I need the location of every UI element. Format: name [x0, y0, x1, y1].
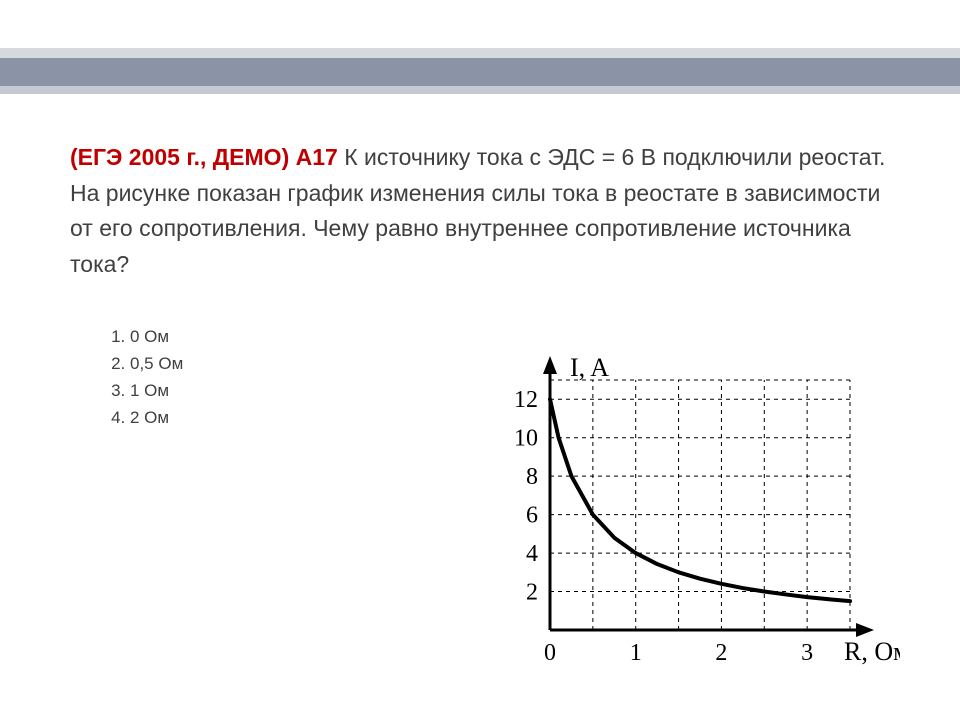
svg-text:1: 1	[630, 640, 642, 666]
svg-text:4: 4	[526, 541, 538, 567]
band-bottom	[0, 86, 960, 94]
question-text: (ЕГЭ 2005 г., ДЕМО) А17 К источнику тока…	[70, 140, 890, 283]
svg-text:R, Ом: R, Ом	[844, 637, 900, 666]
svg-text:I, A: I, A	[570, 353, 609, 382]
svg-text:6: 6	[526, 503, 538, 529]
svg-text:2: 2	[526, 580, 538, 606]
svg-text:10: 10	[514, 426, 538, 452]
decorative-bands	[0, 0, 960, 100]
svg-text:2: 2	[715, 640, 727, 666]
svg-text:8: 8	[526, 464, 538, 490]
svg-text:3: 3	[801, 640, 813, 666]
chart-svg: 246810120123I, AR, Ом	[460, 350, 900, 690]
answer-option: 0 Ом	[130, 323, 890, 350]
svg-text:12: 12	[514, 387, 538, 413]
svg-text:0: 0	[544, 640, 556, 666]
band-main	[0, 58, 960, 86]
band-top	[0, 48, 960, 58]
chart: 246810120123I, AR, Ом	[460, 350, 900, 690]
question-prefix: (ЕГЭ 2005 г., ДЕМО) А17	[70, 144, 338, 170]
